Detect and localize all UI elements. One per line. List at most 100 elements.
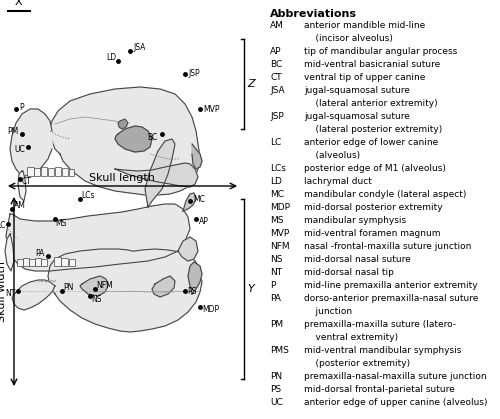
Text: LC: LC	[270, 138, 281, 147]
Text: (lateral posterior extremity): (lateral posterior extremity)	[304, 125, 442, 134]
Text: (incisor alveolus): (incisor alveolus)	[304, 34, 393, 43]
Polygon shape	[18, 171, 26, 201]
Polygon shape	[5, 234, 14, 271]
FancyBboxPatch shape	[24, 259, 30, 266]
Text: (lateral anterior extremity): (lateral anterior extremity)	[304, 99, 438, 108]
Text: premaxilla-nasal-maxilla suture junction: premaxilla-nasal-maxilla suture junction	[304, 372, 486, 381]
Text: MC: MC	[193, 196, 205, 204]
FancyBboxPatch shape	[62, 168, 68, 176]
Polygon shape	[152, 276, 175, 297]
Text: AP: AP	[270, 47, 282, 56]
Polygon shape	[115, 163, 198, 187]
Text: mid-ventral mandibular symphysis: mid-ventral mandibular symphysis	[304, 346, 462, 355]
Text: (posterior extremity): (posterior extremity)	[304, 359, 410, 368]
FancyBboxPatch shape	[36, 259, 42, 266]
Polygon shape	[145, 139, 175, 207]
FancyBboxPatch shape	[48, 168, 54, 176]
Text: dorso-anterior premaxilla-nasal suture: dorso-anterior premaxilla-nasal suture	[304, 294, 478, 303]
FancyBboxPatch shape	[42, 168, 48, 176]
Polygon shape	[6, 204, 190, 271]
FancyBboxPatch shape	[56, 168, 62, 176]
Text: LC: LC	[0, 222, 6, 230]
Text: anterior edge of lower canine: anterior edge of lower canine	[304, 138, 438, 147]
Text: premaxilla-maxilla suture (latero-: premaxilla-maxilla suture (latero-	[304, 320, 456, 329]
Text: PN: PN	[270, 372, 282, 381]
Text: MDP: MDP	[202, 305, 219, 313]
Text: NFM: NFM	[96, 280, 113, 290]
Text: mid-dorsal frontal-parietal suture: mid-dorsal frontal-parietal suture	[304, 385, 455, 394]
Text: JSP: JSP	[270, 112, 284, 121]
FancyBboxPatch shape	[30, 259, 36, 266]
Text: LCs: LCs	[270, 164, 286, 173]
Text: posterior edge of M1 (alveolus): posterior edge of M1 (alveolus)	[304, 164, 446, 173]
Text: MC: MC	[270, 190, 284, 199]
Polygon shape	[50, 87, 200, 195]
Text: LD: LD	[270, 177, 282, 186]
FancyBboxPatch shape	[42, 259, 48, 266]
Text: NT: NT	[270, 268, 282, 277]
Text: jugal-squamosal suture: jugal-squamosal suture	[304, 112, 410, 121]
Text: NS: NS	[270, 255, 283, 264]
Text: tip of mandibular angular process: tip of mandibular angular process	[304, 47, 458, 56]
Text: JSA: JSA	[270, 86, 285, 95]
Text: AP: AP	[199, 217, 209, 225]
FancyBboxPatch shape	[62, 259, 68, 266]
Text: PS: PS	[187, 287, 196, 295]
Text: mid-dorsal nasal tip: mid-dorsal nasal tip	[304, 268, 394, 277]
Text: NFM: NFM	[270, 242, 290, 251]
Text: BC: BC	[270, 60, 282, 69]
Text: UC: UC	[14, 145, 25, 155]
Text: PMS: PMS	[270, 346, 289, 355]
Text: lachrymal duct: lachrymal duct	[304, 177, 372, 186]
Text: P: P	[19, 103, 24, 111]
Polygon shape	[10, 109, 52, 176]
Text: nasal -frontal-maxilla suture junction: nasal -frontal-maxilla suture junction	[304, 242, 472, 251]
Text: PN: PN	[63, 282, 74, 292]
Text: X: X	[14, 0, 22, 7]
Text: Z: Z	[247, 79, 254, 89]
Text: ventral extremity): ventral extremity)	[304, 333, 398, 342]
Text: (alveolus): (alveolus)	[304, 151, 360, 160]
Text: UC: UC	[270, 398, 283, 407]
Polygon shape	[188, 262, 202, 294]
Text: NS: NS	[91, 295, 102, 305]
Text: CT: CT	[22, 178, 32, 186]
Text: mid-ventral foramen magnum: mid-ventral foramen magnum	[304, 229, 440, 238]
Polygon shape	[192, 144, 202, 169]
FancyBboxPatch shape	[28, 168, 34, 176]
Text: JSA: JSA	[133, 44, 145, 52]
Text: CT: CT	[270, 73, 282, 82]
Polygon shape	[115, 126, 152, 152]
Text: jugal-squamosal suture: jugal-squamosal suture	[304, 86, 410, 95]
Text: LCs: LCs	[81, 191, 94, 199]
Text: mid-ventral basicranial suture: mid-ventral basicranial suture	[304, 60, 440, 69]
Text: MVP: MVP	[270, 229, 289, 238]
Text: MS: MS	[270, 216, 284, 225]
Text: MVP: MVP	[203, 104, 220, 114]
Text: anterior edge of upper canine (alveolus): anterior edge of upper canine (alveolus)	[304, 398, 488, 407]
Text: mid-dorsal nasal suture: mid-dorsal nasal suture	[304, 255, 411, 264]
FancyBboxPatch shape	[34, 168, 40, 176]
Text: mandibular symphysis: mandibular symphysis	[304, 216, 406, 225]
Polygon shape	[118, 119, 128, 129]
Text: PM: PM	[270, 320, 283, 329]
Text: MS: MS	[55, 218, 66, 228]
Text: junction: junction	[304, 307, 352, 316]
Text: BC: BC	[148, 132, 158, 142]
Text: LD: LD	[106, 54, 116, 62]
Text: mid-line premaxilla anterior extremity: mid-line premaxilla anterior extremity	[304, 281, 478, 290]
Text: Skull width: Skull width	[0, 261, 7, 323]
Polygon shape	[178, 237, 198, 261]
Polygon shape	[12, 280, 55, 310]
Text: PA: PA	[36, 248, 45, 258]
FancyBboxPatch shape	[70, 170, 74, 176]
Text: mid-dorsal posterior extremity: mid-dorsal posterior extremity	[304, 203, 442, 212]
Text: mandibular condyle (lateral aspect): mandibular condyle (lateral aspect)	[304, 190, 466, 199]
Text: anterior mandible mid-line: anterior mandible mid-line	[304, 21, 426, 30]
Polygon shape	[80, 276, 108, 296]
Text: P: P	[270, 281, 276, 290]
Text: AM: AM	[14, 202, 26, 210]
Text: PS: PS	[270, 385, 281, 394]
Text: Y: Y	[247, 284, 254, 294]
Text: PA: PA	[270, 294, 281, 303]
